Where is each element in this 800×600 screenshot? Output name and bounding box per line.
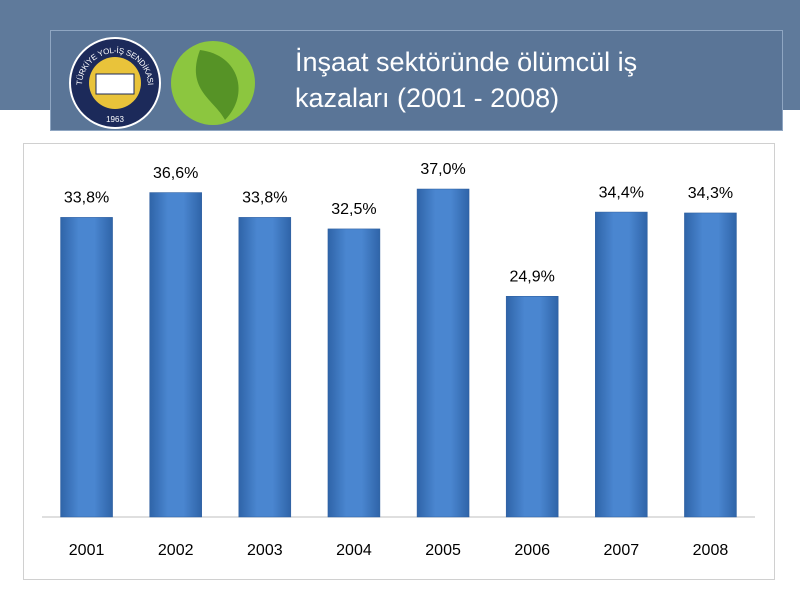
logo: TÜRKİYE YOL-İŞ SENDİKASI 1963	[69, 37, 161, 129]
x-tick-label: 2004	[336, 542, 372, 559]
value-label: 24,9%	[510, 268, 555, 285]
chart-title: İnşaat sektöründe ölümcül iş kazaları (2…	[295, 47, 638, 113]
value-label: 34,4%	[599, 184, 644, 201]
bar	[684, 212, 737, 518]
x-tick-label: 2003	[247, 542, 283, 559]
logo-year: 1963	[106, 115, 124, 124]
x-tick-label: 2005	[425, 542, 461, 559]
x-tick-label: 2001	[69, 542, 105, 559]
value-label: 32,5%	[331, 201, 376, 218]
x-tick-label: 2006	[514, 542, 550, 559]
value-label: 34,3%	[688, 185, 733, 202]
plot-area	[23, 143, 775, 580]
bar	[416, 188, 470, 518]
bar	[238, 217, 292, 518]
x-tick-label: 2007	[604, 542, 640, 559]
bar	[595, 211, 648, 518]
value-label: 33,8%	[242, 190, 287, 207]
x-tick-label: 2002	[158, 542, 194, 559]
leaf-logo	[171, 41, 255, 125]
value-label: 36,6%	[153, 165, 198, 182]
value-label: 37,0%	[420, 161, 465, 178]
bar	[60, 217, 113, 518]
x-tick-label: 2008	[693, 542, 729, 559]
bar	[327, 228, 381, 518]
bar	[505, 296, 559, 518]
value-label: 33,8%	[64, 190, 109, 207]
bar	[149, 192, 202, 518]
